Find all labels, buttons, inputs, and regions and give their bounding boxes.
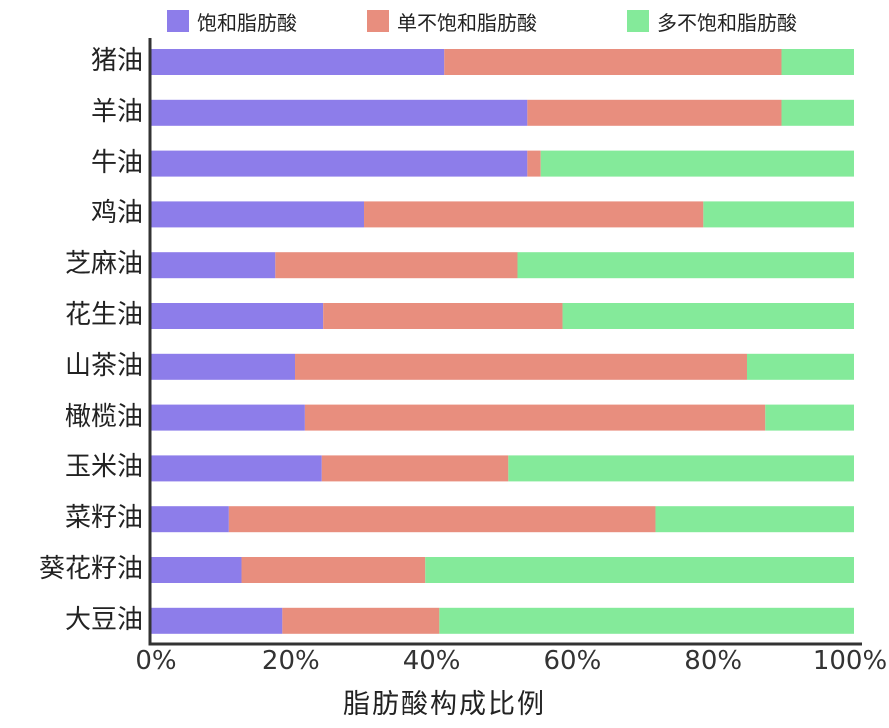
legend-swatch-saturated <box>167 10 189 32</box>
category-label: 羊油 <box>90 96 143 127</box>
bar-segment <box>150 506 229 533</box>
bar-segment <box>321 455 509 482</box>
legend-item-mono: 单不饱和脂肪酸 <box>367 6 537 36</box>
x-tick-label: 60% <box>543 646 602 676</box>
bar-segment <box>562 303 854 329</box>
bar-segment <box>241 557 426 583</box>
bar-segment <box>781 99 854 126</box>
bar-segment <box>781 49 854 75</box>
bar-segment <box>150 252 276 279</box>
legend-label-saturated: 饱和脂肪酸 <box>197 10 297 35</box>
category-label: 大豆油 <box>64 604 143 635</box>
bar-segment <box>703 201 854 228</box>
bar-segment <box>527 150 541 177</box>
x-tick-label: 20% <box>261 646 320 676</box>
x-tick-label: 80% <box>684 646 743 676</box>
bar-segment <box>150 150 528 177</box>
category-label: 橄榄油 <box>64 401 143 432</box>
bar-segment <box>323 303 563 329</box>
x-tick-label: 40% <box>402 646 461 676</box>
bar-segment <box>150 404 305 431</box>
bar-segment <box>439 607 854 634</box>
bar-segment <box>540 150 854 177</box>
bar-segment <box>444 49 782 75</box>
bar-segment <box>517 252 854 279</box>
category-label: 菜籽油 <box>64 503 143 534</box>
bar-segment <box>150 49 445 75</box>
legend-swatch-poly <box>627 10 649 32</box>
category-label: 猪油 <box>90 46 143 76</box>
bar-segment <box>295 353 747 380</box>
x-tick-label: 0% <box>135 646 177 676</box>
bar-segment <box>150 455 322 482</box>
bar-segment <box>765 404 854 431</box>
legend-label-poly: 多不饱和脂肪酸 <box>657 10 797 35</box>
bar-segment <box>150 303 324 329</box>
bar-segment <box>150 607 283 634</box>
category-label: 鸡油 <box>90 198 143 229</box>
bar-segment <box>150 353 296 380</box>
bar-segment <box>275 252 518 279</box>
legend: 饱和脂肪酸 单不饱和脂肪酸 多不饱和脂肪酸 <box>0 6 889 36</box>
legend-item-poly: 多不饱和脂肪酸 <box>627 6 797 36</box>
legend-label-mono: 单不饱和脂肪酸 <box>397 10 537 35</box>
bar-segment <box>150 99 528 126</box>
bar-segment <box>228 506 656 533</box>
bar-segment <box>282 607 440 634</box>
category-label: 牛油 <box>90 147 143 178</box>
category-label: 葵花籽油 <box>38 554 143 584</box>
category-label: 玉米油 <box>64 452 143 483</box>
bar-segment <box>150 201 365 228</box>
legend-swatch-mono <box>367 10 389 32</box>
bar-segment <box>508 455 854 482</box>
bar-segment <box>746 353 854 380</box>
x-axis-title: 脂肪酸构成比例 <box>343 689 546 720</box>
category-label: 山茶油 <box>64 350 143 381</box>
x-tick-label: 100% <box>812 646 888 676</box>
category-label: 芝麻油 <box>64 249 143 280</box>
category-label: 花生油 <box>64 300 143 330</box>
bar-segment <box>364 201 704 228</box>
bar-segment <box>304 404 766 431</box>
bar-segment <box>655 506 854 533</box>
bar-segment <box>150 557 242 583</box>
bar-segment <box>527 99 782 126</box>
legend-item-saturated: 饱和脂肪酸 <box>167 6 297 36</box>
bar-segment <box>425 557 854 583</box>
